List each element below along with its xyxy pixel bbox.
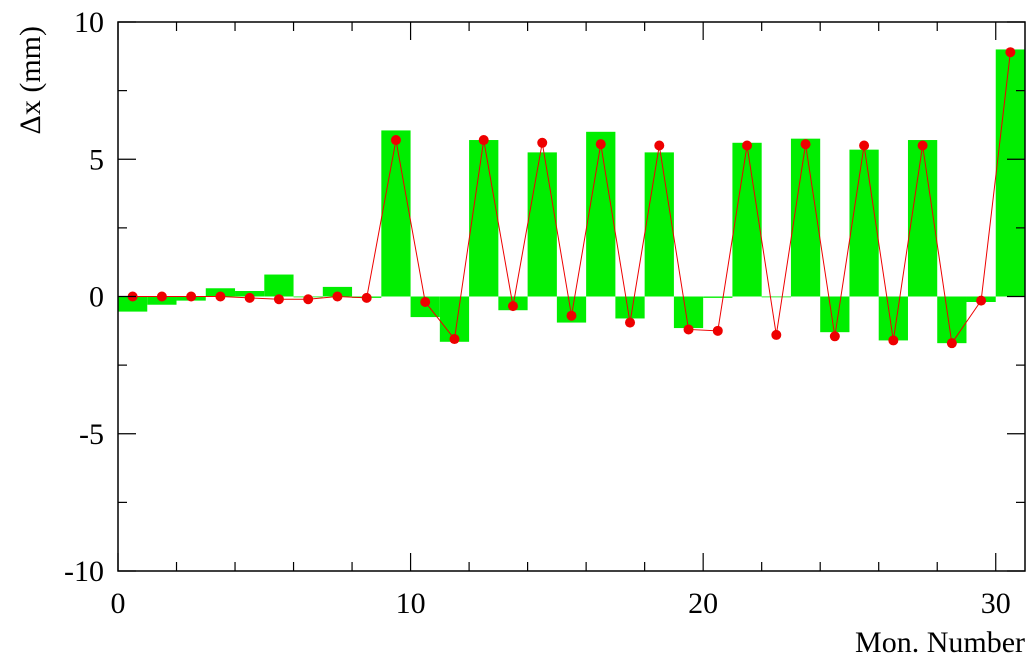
bar [703,296,733,298]
data-point [156,291,167,302]
x-tick-label: 10 [396,587,426,620]
data-point [390,135,401,146]
bar [469,140,499,297]
ticks-layer [117,21,1025,572]
bar [732,142,762,297]
x-tick-label: 30 [981,587,1011,620]
data-point [654,140,665,151]
bar [673,296,704,329]
data-point [420,296,431,307]
data-point [478,135,489,146]
data-point [976,295,987,306]
bar [615,296,645,319]
data-point [186,291,197,302]
y-tick-labels: -10 -5 0 5 10 [64,6,104,588]
data-point [712,325,723,336]
bar [937,296,967,344]
data-point [566,310,577,321]
data-point [449,334,460,345]
bar [264,274,294,297]
y-tick-label: -5 [79,418,104,451]
bar [644,152,674,297]
data-point [829,331,840,342]
bar [381,130,411,297]
bar [907,140,938,297]
data-point [888,335,899,346]
data-point [507,301,518,312]
data-point [946,338,957,349]
data-point [215,291,226,302]
data-point [332,291,343,302]
data-point [742,140,753,151]
data-point [244,292,255,303]
bar [761,296,791,298]
y-axis-title: Δx (mm) [14,26,47,134]
data-point [625,317,636,328]
bar [995,49,1025,297]
data-point [771,329,782,340]
x-axis-title: Mon. Number [855,626,1025,659]
bar [878,296,908,341]
bar [586,131,616,297]
bar [790,138,821,297]
x-tick-label: 0 [111,587,126,620]
data-point [917,140,928,151]
y-tick-label: 0 [89,281,104,314]
bar [820,296,850,333]
y-tick-label: -10 [64,555,104,588]
y-tick-label: 10 [74,6,104,39]
x-tick-labels: 0 10 20 30 [111,587,1011,620]
data-point [1005,47,1016,58]
data-point [683,324,694,335]
x-tick-label: 20 [688,587,718,620]
data-point [595,139,606,150]
markers-layer [127,47,1016,349]
data-point [537,137,548,148]
y-tick-label: 5 [89,143,104,176]
bar [849,149,879,297]
data-point [361,292,372,303]
data-point [303,294,314,305]
data-point [859,140,870,151]
data-point [273,294,284,305]
data-point [800,139,811,150]
bar [118,296,148,312]
bar [527,152,557,297]
